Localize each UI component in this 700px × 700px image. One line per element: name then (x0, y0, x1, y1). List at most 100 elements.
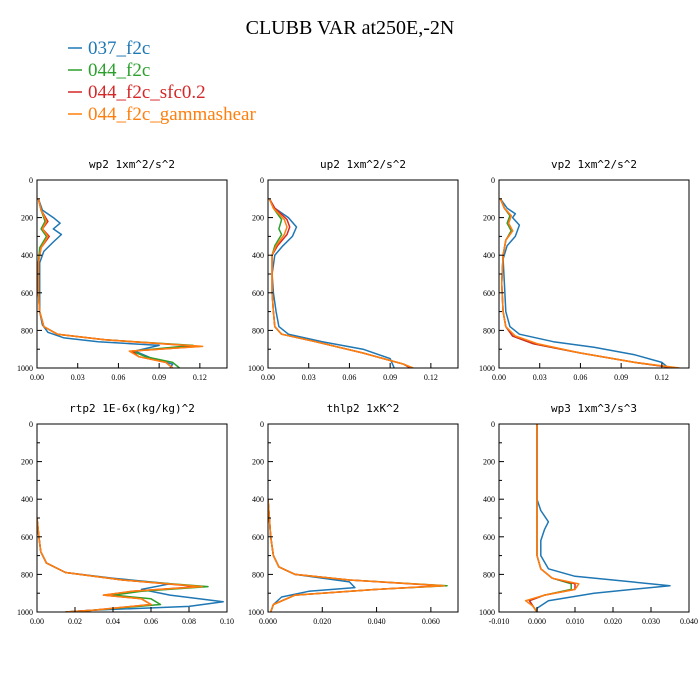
series-line-044-f2c-sfc0.2 (528, 424, 576, 612)
y-tick-label: 1000 (479, 608, 495, 617)
panel-title: wp3 1xm^3/s^3 (551, 402, 637, 415)
y-tick-label: 200 (483, 458, 495, 467)
y-tick-label: 800 (252, 326, 264, 335)
x-tick-label: -0.010 (489, 617, 510, 626)
y-tick-label: 200 (21, 458, 33, 467)
x-tick-label: 0.040 (680, 617, 698, 626)
legend-label-044-f2c-gammashear: 044_f2c_gammashear (88, 104, 256, 125)
axis-frame (267, 423, 459, 613)
x-tick-label: 0.000 (528, 617, 546, 626)
y-tick-label: 600 (21, 289, 33, 298)
x-tick-label: 0.06 (342, 373, 356, 382)
axis-frame (498, 423, 690, 613)
y-tick-label: 800 (252, 570, 264, 579)
series-line-044-f2c-sfc0.2 (37, 517, 200, 612)
series-group (499, 198, 680, 368)
panel-6: wp3 1xm^3/s^3 0 200 400 600 800 1000-0.010 0.00… (479, 402, 698, 626)
panel-title: rtp2 1E-6x(kg/kg)^2 (69, 402, 195, 415)
series-group (524, 424, 671, 612)
y-tick-label: 400 (21, 251, 33, 260)
panel-title: wp2 1xm^2/s^2 (89, 158, 175, 171)
y-tick-label: 600 (21, 533, 33, 542)
y-tick-label: 200 (483, 214, 495, 223)
x-tick-label: 0.08 (182, 617, 196, 626)
x-tick-label: 0.040 (368, 617, 386, 626)
y-tick-label: 400 (483, 251, 495, 260)
x-tick-label: 0.06 (111, 373, 125, 382)
y-tick-label: 1000 (248, 608, 264, 617)
x-tick-label: 0.09 (152, 373, 166, 382)
y-tick-label: 1000 (479, 364, 495, 373)
y-tick-label: 0 (491, 176, 495, 185)
y-tick-label: 800 (483, 570, 495, 579)
panel-title: vp2 1xm^2/s^2 (551, 158, 637, 171)
x-tick-label: 0.020 (313, 617, 331, 626)
x-tick-label: 0.06 (144, 617, 158, 626)
series-line-044-f2c-gammashear (268, 198, 414, 368)
y-tick-label: 600 (483, 533, 495, 542)
panel-4: rtp2 1E-6x(kg/kg)^2 0 200 400 600 800 10000.00… (17, 402, 234, 626)
axis-frame (267, 179, 459, 369)
y-tick-label: 200 (252, 214, 264, 223)
legend-label-044-f2c-sfc0.2: 044_f2c_sfc0.2 (88, 82, 206, 103)
x-tick-label: 0.06 (573, 373, 587, 382)
series-line-044-f2c-sfc0.2 (499, 198, 676, 368)
x-tick-label: 0.04 (106, 617, 120, 626)
y-tick-label: 1000 (17, 364, 33, 373)
series-line-044-f2c (528, 424, 572, 612)
x-tick-label: 0.09 (614, 373, 628, 382)
series-group (268, 198, 414, 368)
series-line-037-f2c (268, 499, 356, 612)
panel-title: thlp2 1xK^2 (327, 402, 400, 415)
y-tick-label: 1000 (17, 608, 33, 617)
x-tick-label: 0.00 (30, 617, 44, 626)
x-tick-label: 0.10 (220, 617, 234, 626)
x-tick-label: 0.03 (302, 373, 316, 382)
series-group (37, 198, 204, 368)
y-tick-label: 200 (21, 214, 33, 223)
y-tick-label: 800 (21, 570, 33, 579)
figure-title: CLUBB VAR at250E,-2N (246, 17, 455, 39)
y-tick-label: 200 (252, 458, 264, 467)
y-tick-label: 400 (21, 495, 33, 504)
series-line-044-f2c (37, 517, 209, 612)
axis-frame (36, 179, 228, 369)
legend-label-037-f2c: 037_f2c (88, 38, 150, 59)
x-tick-label: 0.010 (566, 617, 584, 626)
legend: 037_f2c 044_f2c 044_f2c_sfc0.2 044_f2c_g… (68, 38, 256, 125)
series-group (268, 499, 448, 612)
series-line-044-f2c-gammashear (524, 424, 580, 612)
x-tick-label: 0.060 (422, 617, 440, 626)
y-tick-label: 800 (21, 326, 33, 335)
panel-title: up2 1xm^2/s^2 (320, 158, 406, 171)
legend-label-044-f2c: 044_f2c (88, 60, 150, 81)
y-tick-label: 1000 (248, 364, 264, 373)
x-tick-label: 0.12 (193, 373, 207, 382)
x-tick-label: 0.000 (259, 617, 277, 626)
x-tick-label: 0.020 (604, 617, 622, 626)
series-line-044-f2c-gammashear (499, 198, 680, 368)
x-tick-label: 0.00 (30, 373, 44, 382)
x-tick-label: 0.03 (533, 373, 547, 382)
y-tick-label: 600 (483, 289, 495, 298)
x-tick-label: 0.00 (261, 373, 275, 382)
y-tick-label: 600 (252, 533, 264, 542)
series-line-044-f2c-gammashear (268, 499, 446, 612)
y-tick-label: 400 (252, 251, 264, 260)
axis-frame (36, 423, 228, 613)
x-tick-label: 0.12 (655, 373, 669, 382)
y-tick-label: 800 (483, 326, 495, 335)
series-line-044-f2c-gammashear (37, 517, 204, 612)
y-tick-label: 0 (29, 176, 33, 185)
x-tick-label: 0.03 (71, 373, 85, 382)
series-line-044-f2c-sfc0.2 (268, 198, 411, 368)
y-tick-label: 0 (491, 420, 495, 429)
x-tick-label: 0.00 (492, 373, 506, 382)
series-group (37, 517, 224, 612)
